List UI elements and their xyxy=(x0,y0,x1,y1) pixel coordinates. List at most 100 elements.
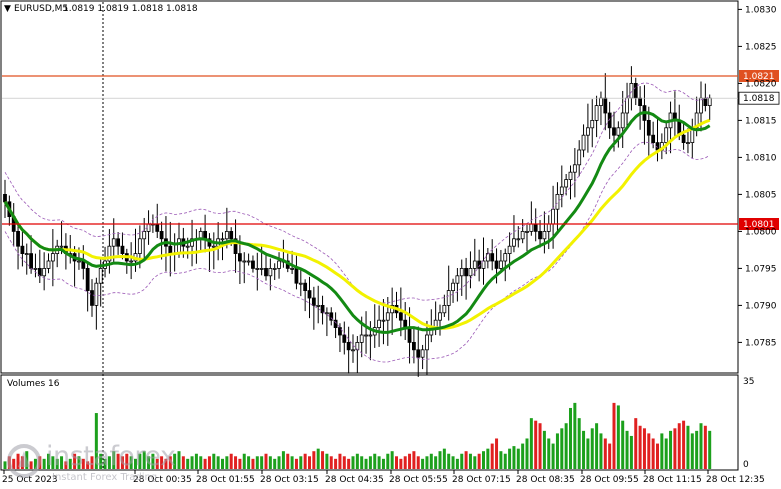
candle-body xyxy=(542,230,547,240)
candle-body xyxy=(233,238,238,255)
volume-bar xyxy=(355,453,359,469)
volume-bar xyxy=(321,451,325,469)
candle-body xyxy=(703,97,708,106)
volume-bar xyxy=(199,456,203,469)
candle-body xyxy=(142,230,147,240)
volume-bar xyxy=(229,453,233,469)
volume-bar xyxy=(447,453,451,469)
volume-bar xyxy=(216,456,220,469)
volume-bar xyxy=(194,453,198,469)
volume-bar xyxy=(94,413,98,469)
volume-bar xyxy=(129,456,133,469)
volume-bar xyxy=(582,430,586,469)
volume-bar xyxy=(116,453,120,469)
price-tick-label: 1.0820 xyxy=(745,79,777,89)
volume-bar xyxy=(173,453,177,469)
time-tick-label: 28 Oct 00:35 xyxy=(133,475,192,485)
candle-body xyxy=(464,267,469,277)
candle-body xyxy=(159,230,164,240)
volume-bar xyxy=(534,420,538,469)
candle-body xyxy=(59,245,64,248)
candle-body xyxy=(298,282,303,285)
time-tick-label: 28 Oct 07:15 xyxy=(452,475,511,485)
candle-body xyxy=(177,238,181,255)
volume-bar xyxy=(499,451,503,469)
volume-bar xyxy=(60,456,64,469)
candle-body xyxy=(455,275,460,284)
candle-body xyxy=(255,267,260,270)
candle-body xyxy=(416,349,421,358)
time-tick-label: 25 Oct 2023 xyxy=(2,475,58,485)
volume-bar xyxy=(564,423,568,469)
volume-bar xyxy=(577,418,581,469)
chart-expand-icon[interactable]: ▼ xyxy=(4,4,11,14)
candle-body xyxy=(686,142,690,145)
candle-body xyxy=(364,334,368,337)
candle-body xyxy=(490,253,495,262)
candle-body xyxy=(338,327,342,336)
volume-bar xyxy=(508,448,512,469)
candle-body xyxy=(477,260,482,269)
volume-bar xyxy=(608,443,612,469)
candle-body xyxy=(398,312,403,321)
volume-bar xyxy=(686,425,690,469)
candle-body xyxy=(520,230,525,240)
volume-bar xyxy=(325,453,329,469)
price-axis: 1.0830 1.0825 1.0820 1.0815 1.0810 1.0805 1.08… xyxy=(738,5,777,348)
candle-body xyxy=(268,267,273,277)
candle-body xyxy=(629,83,634,99)
watermark-name: instaforex xyxy=(46,441,176,472)
time-tick-label: 28 Oct 12:35 xyxy=(706,475,765,485)
volume-bar xyxy=(342,456,346,469)
candle-body xyxy=(320,304,325,314)
symbol-label: EURUSD,M5 xyxy=(14,4,68,14)
candle-body xyxy=(699,97,703,114)
level-badge xyxy=(739,218,779,230)
volume-bar xyxy=(573,402,577,469)
volume-bar xyxy=(703,425,707,469)
volume-bar xyxy=(120,456,124,469)
candle-body xyxy=(525,230,529,233)
candle-body xyxy=(485,253,490,262)
volume-bar xyxy=(181,456,185,469)
price-tick-label: 1.0800 xyxy=(745,227,777,237)
volume-bar xyxy=(3,461,7,469)
candle-body xyxy=(586,127,590,136)
price-tick-label: 1.0830 xyxy=(745,5,777,15)
volume-bar xyxy=(412,451,416,469)
volume-bar xyxy=(682,420,686,469)
volume-bar xyxy=(99,453,103,469)
volume-bar xyxy=(294,458,298,469)
candle-body xyxy=(481,260,486,269)
volume-bar xyxy=(51,456,55,469)
volume-bar xyxy=(221,458,224,469)
volume-bar xyxy=(125,453,129,469)
price-tick-label: 1.0790 xyxy=(745,301,777,311)
candle-body xyxy=(272,267,277,270)
volume-bar xyxy=(529,418,533,469)
watermark: instaforex Instant Forex Trading xyxy=(6,441,196,485)
main-panel xyxy=(0,0,739,374)
candle-body xyxy=(220,238,225,241)
volume-bar xyxy=(290,456,294,469)
volume-bar xyxy=(168,456,172,469)
time-tick-label: 28 Oct 08:35 xyxy=(516,475,575,485)
volume-bar xyxy=(260,456,264,469)
candle-body xyxy=(590,120,595,129)
volume-bar xyxy=(142,451,146,469)
volume-bar xyxy=(103,458,107,469)
volume-bar xyxy=(677,423,681,469)
volume-bar xyxy=(512,446,516,469)
time-tick-label: 28 Oct 05:55 xyxy=(389,475,448,485)
volume-bar xyxy=(212,453,216,469)
volume-bar xyxy=(669,430,673,469)
candle-body xyxy=(185,245,190,248)
volume-bar xyxy=(64,461,68,469)
candle-body xyxy=(620,112,625,129)
volume-bar xyxy=(47,453,50,469)
volume-bar xyxy=(373,453,377,469)
candle-body xyxy=(507,245,512,254)
candle-body xyxy=(546,223,551,232)
volume-bar xyxy=(138,453,142,469)
price-tick-label: 1.0805 xyxy=(745,190,777,200)
